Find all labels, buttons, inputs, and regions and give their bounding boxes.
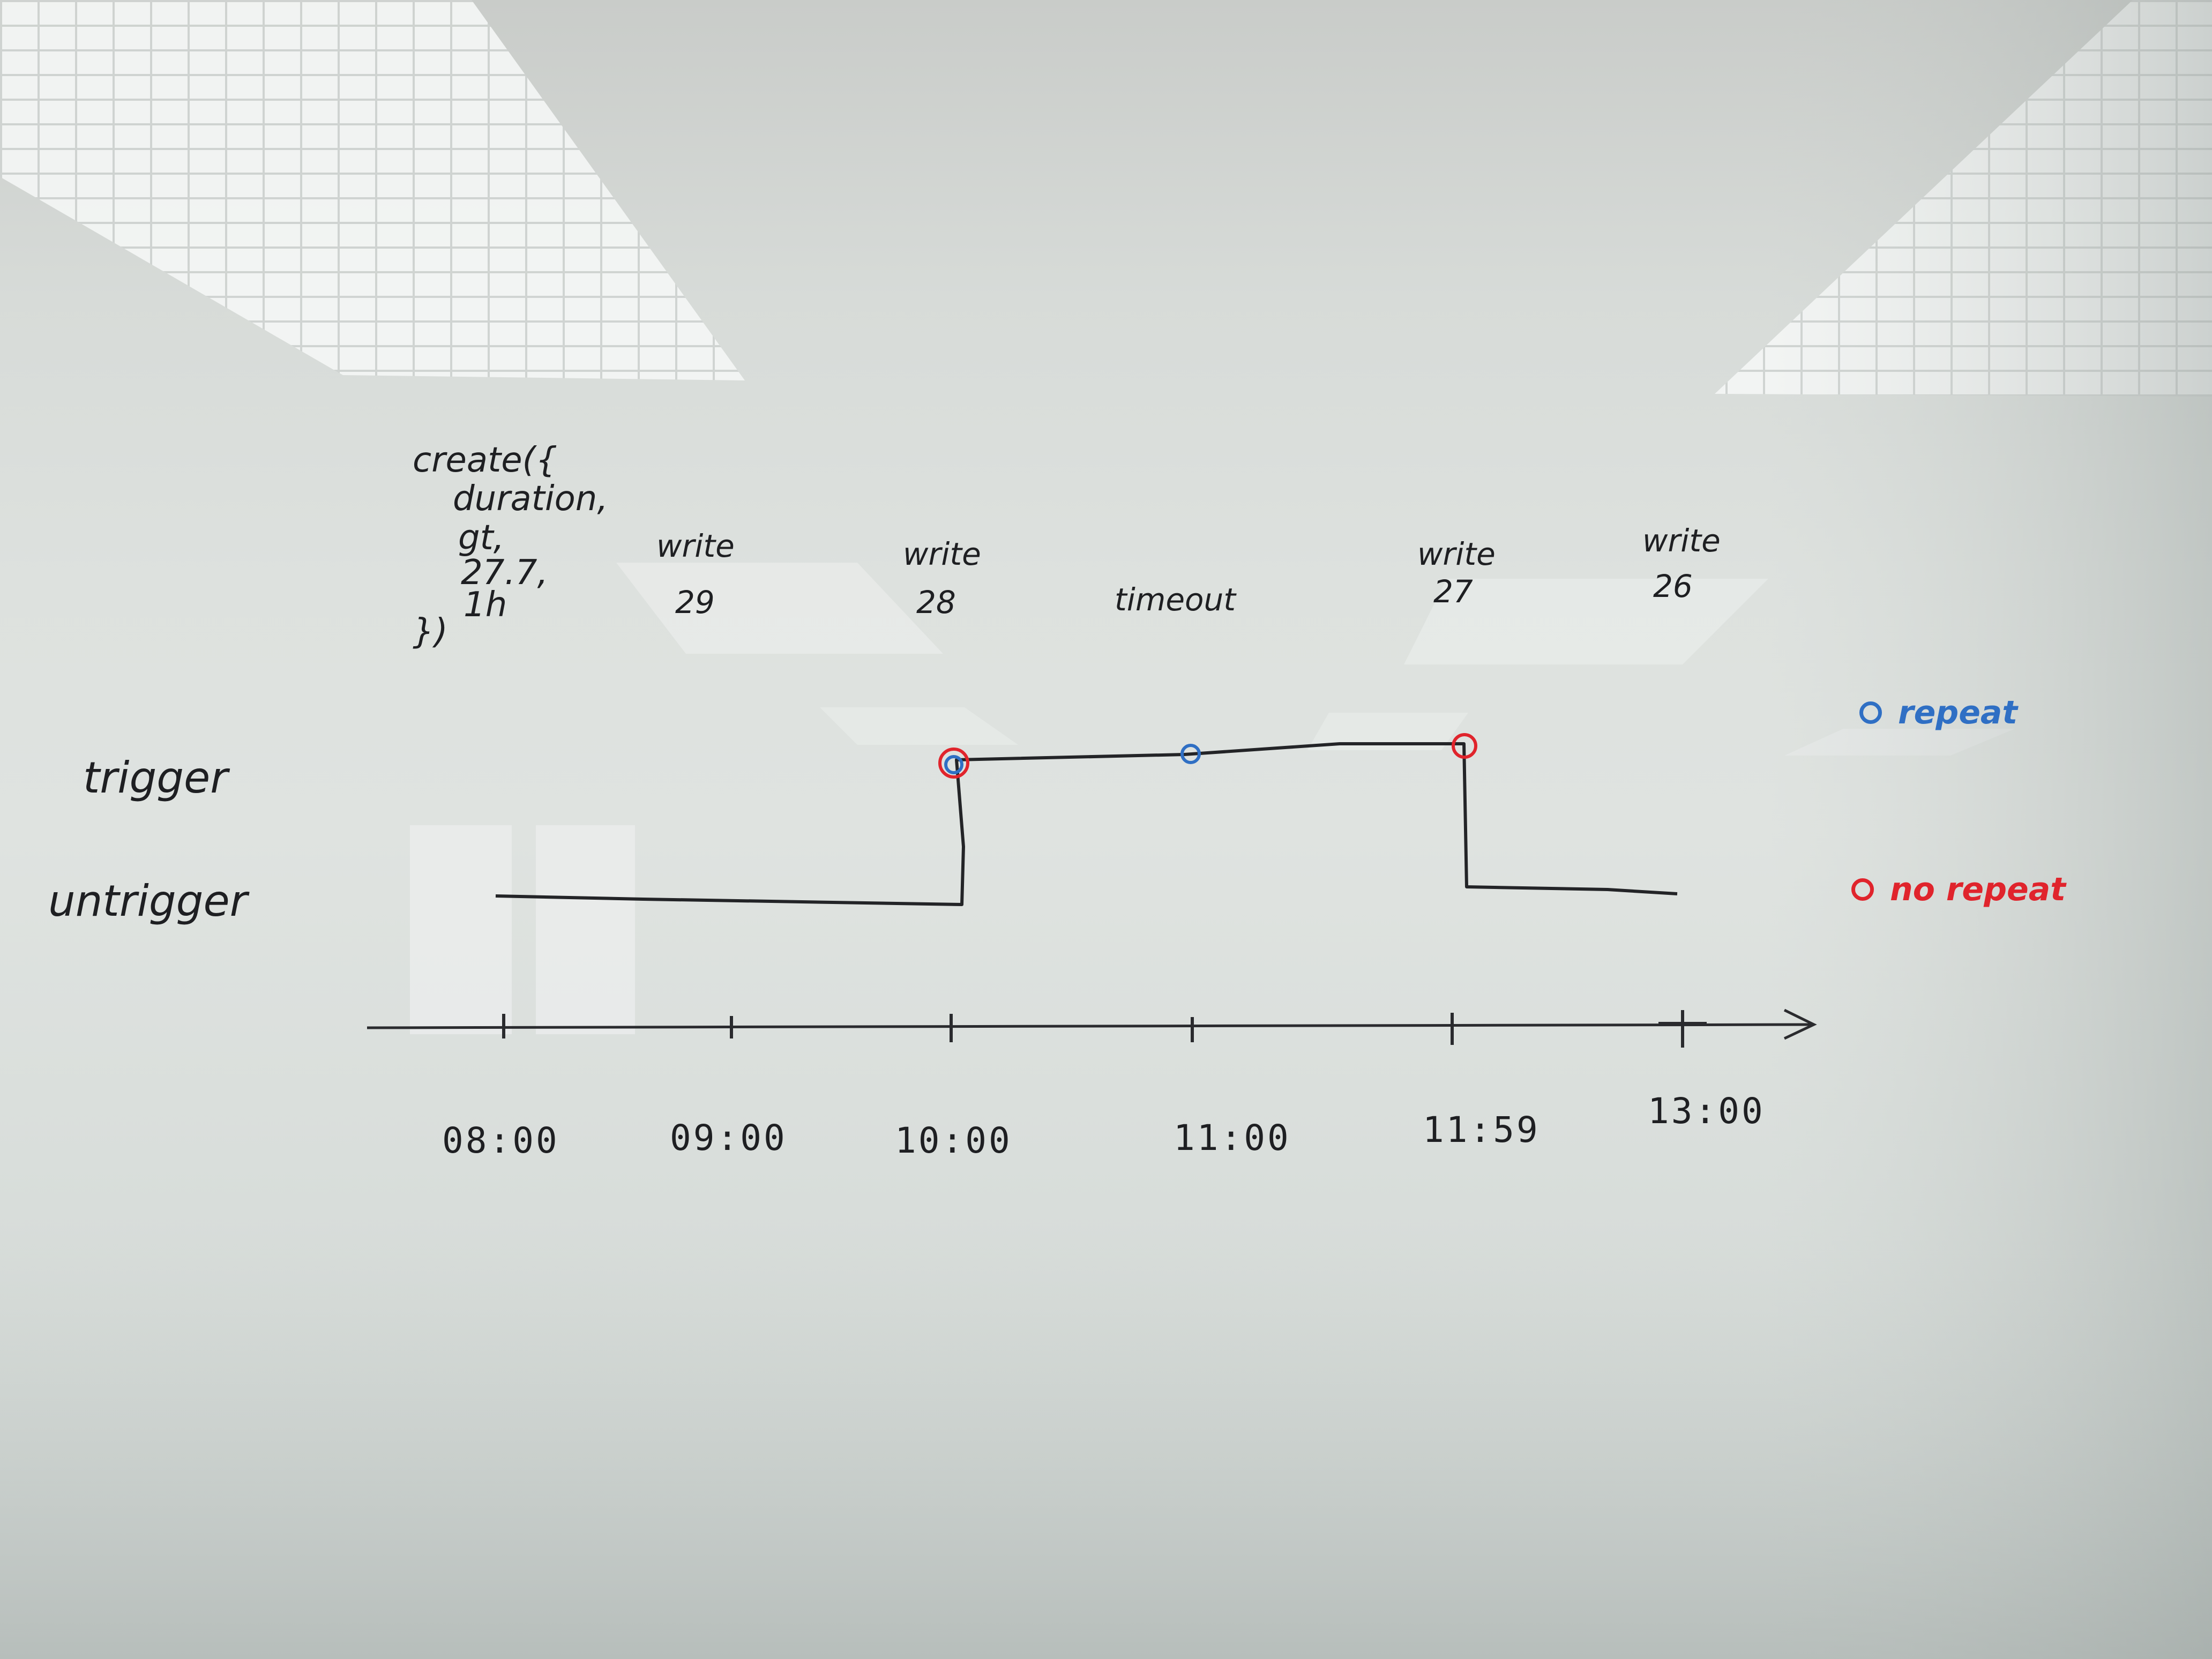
event-label: timeout [1115, 581, 1236, 618]
time-label: 08:00 [442, 1120, 559, 1161]
event-label: write [1417, 536, 1496, 572]
repeat-marker [944, 755, 963, 774]
time-axis-arrowhead [1783, 1008, 1817, 1040]
code-line: 1h [464, 585, 507, 625]
legend-no-repeat: no repeat [1851, 871, 2066, 908]
time-axis-line [367, 1023, 1812, 1029]
legend-repeat: repeat [1859, 694, 2017, 731]
code-line: 27.7, [461, 553, 548, 593]
legend-repeat-label: repeat [1898, 694, 2018, 731]
legend-no-repeat-label: no repeat [1890, 871, 2066, 908]
event-label: write [1642, 522, 1721, 559]
event-value: 28 [916, 584, 956, 621]
time-label: 11:00 [1174, 1117, 1291, 1159]
event-label: write [903, 536, 981, 572]
time-label: 10:00 [895, 1120, 1012, 1161]
time-label: 11:59 [1423, 1109, 1540, 1150]
event-value: 27 [1433, 573, 1473, 610]
ceiling-light-left [0, 0, 745, 380]
time-label: 09:00 [670, 1117, 787, 1159]
repeat-marker-icon [1859, 701, 1882, 724]
event-value: 29 [675, 584, 715, 621]
state-label-trigger: trigger [83, 753, 228, 803]
no-repeat-marker [938, 748, 969, 779]
state-label-untrigger: untrigger [48, 876, 248, 926]
no-repeat-marker-icon [1851, 878, 1874, 901]
code-line: duration, [453, 479, 608, 519]
no-repeat-marker [1452, 733, 1477, 759]
repeat-marker [1180, 744, 1201, 764]
code-line: gt, [458, 518, 505, 558]
event-label: write [656, 528, 735, 564]
code-line: create({ [413, 440, 558, 480]
code-line: }) [413, 612, 448, 652]
event-value: 26 [1653, 568, 1693, 604]
trigger-state-waveform [495, 742, 1678, 906]
time-label: 13:00 [1648, 1090, 1765, 1132]
